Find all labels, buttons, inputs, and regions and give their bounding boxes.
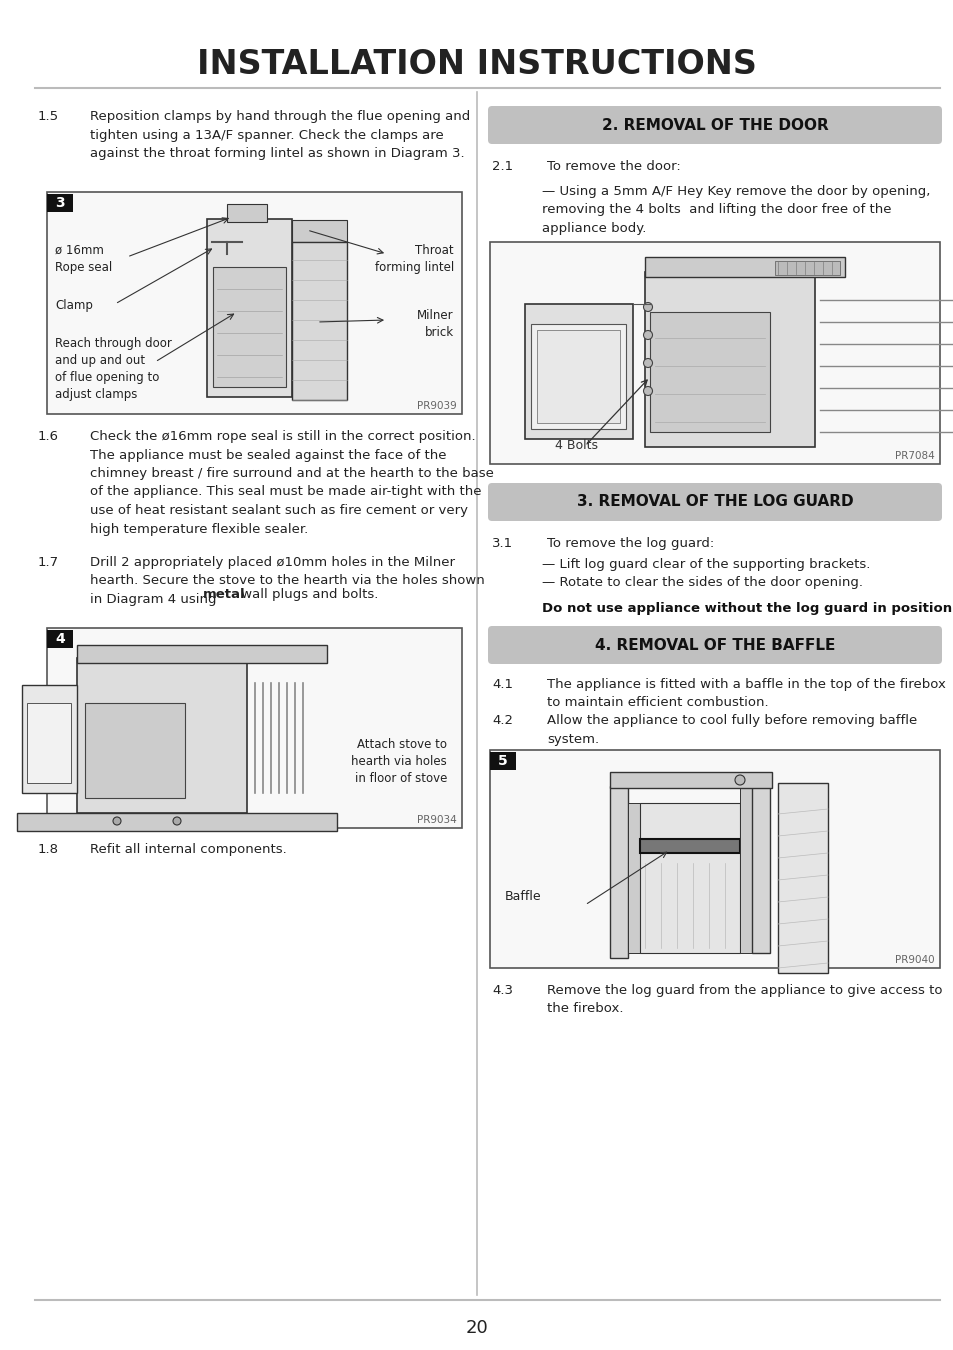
FancyBboxPatch shape — [488, 107, 941, 144]
Bar — [27, 703, 71, 783]
Text: Remove the log guard from the appliance to give access to
the firebox.: Remove the log guard from the appliance … — [546, 984, 942, 1015]
Bar — [47, 630, 73, 648]
Text: Allow the appliance to cool fully before removing baffle
system.: Allow the appliance to cool fully before… — [546, 714, 916, 745]
Bar — [774, 261, 840, 275]
Text: 20: 20 — [465, 1319, 488, 1336]
Text: PR7084: PR7084 — [894, 451, 934, 460]
Text: ø 16mm
Rope seal: ø 16mm Rope seal — [55, 244, 112, 274]
Bar — [47, 628, 461, 828]
Text: wall plugs and bolts.: wall plugs and bolts. — [236, 589, 378, 601]
Text: Drill 2 appropriately placed ø10mm holes in the Milner
hearth. Secure the stove : Drill 2 appropriately placed ø10mm holes… — [90, 556, 484, 606]
Bar — [490, 242, 939, 464]
Circle shape — [734, 775, 744, 784]
Bar — [213, 267, 286, 387]
Bar — [47, 192, 461, 414]
Bar — [77, 657, 247, 813]
Bar — [22, 684, 77, 792]
Text: Check the ø16mm rope seal is still in the correct position.
The appliance must b: Check the ø16mm rope seal is still in th… — [90, 431, 494, 536]
Text: PR9034: PR9034 — [416, 815, 456, 825]
Text: PR9039: PR9039 — [416, 401, 456, 410]
Circle shape — [112, 817, 121, 825]
Text: 3. REMOVAL OF THE LOG GUARD: 3. REMOVAL OF THE LOG GUARD — [576, 494, 852, 509]
Text: Reach through door
and up and out
of flue opening to
adjust clamps: Reach through door and up and out of flu… — [55, 338, 172, 401]
Bar — [609, 772, 771, 788]
Bar — [85, 703, 185, 798]
Bar — [490, 752, 516, 769]
Text: 4.1: 4.1 — [492, 678, 513, 691]
Text: 3: 3 — [55, 196, 65, 211]
Text: To remove the log guard:: To remove the log guard: — [546, 537, 714, 549]
Text: Attach stove to
hearth via holes
in floor of stove: Attach stove to hearth via holes in floo… — [351, 738, 447, 784]
FancyBboxPatch shape — [488, 626, 941, 664]
Circle shape — [643, 302, 652, 312]
Text: PR9040: PR9040 — [895, 954, 934, 965]
Bar — [639, 838, 740, 853]
Bar — [292, 242, 347, 400]
Text: To remove the door:: To remove the door: — [546, 161, 680, 173]
Bar — [751, 786, 769, 953]
Text: Do not use appliance without the log guard in position.: Do not use appliance without the log gua… — [541, 602, 953, 616]
Text: Milner
brick: Milner brick — [416, 309, 454, 339]
Bar — [292, 220, 347, 242]
Bar — [531, 324, 625, 429]
Text: 1.8: 1.8 — [38, 842, 59, 856]
Bar — [490, 751, 939, 968]
Bar — [644, 256, 844, 277]
Text: 4.2: 4.2 — [492, 714, 513, 728]
Bar — [524, 304, 633, 439]
Bar — [77, 645, 327, 663]
Text: 4. REMOVAL OF THE BAFFLE: 4. REMOVAL OF THE BAFFLE — [594, 637, 834, 652]
Bar — [537, 329, 619, 423]
Text: 5: 5 — [497, 755, 507, 768]
Text: Refit all internal components.: Refit all internal components. — [90, 842, 287, 856]
Text: 4 Bolts: 4 Bolts — [555, 439, 598, 452]
Text: Throat
forming lintel: Throat forming lintel — [375, 244, 454, 274]
Text: Baffle: Baffle — [504, 890, 541, 903]
Bar — [17, 813, 336, 832]
Text: Clamp: Clamp — [55, 298, 92, 312]
Text: metal: metal — [203, 589, 245, 601]
FancyBboxPatch shape — [488, 483, 941, 521]
Text: 4.3: 4.3 — [492, 984, 513, 998]
Bar — [227, 204, 267, 221]
Text: — Lift log guard clear of the supporting brackets.: — Lift log guard clear of the supporting… — [541, 558, 869, 571]
Text: — Using a 5mm A/F Hey Key remove the door by opening,
removing the 4 bolts  and : — Using a 5mm A/F Hey Key remove the doo… — [541, 185, 929, 235]
Circle shape — [643, 359, 652, 367]
Text: INSTALLATION INSTRUCTIONS: INSTALLATION INSTRUCTIONS — [197, 49, 756, 81]
Text: 1.7: 1.7 — [38, 556, 59, 568]
Text: 2.1: 2.1 — [492, 161, 513, 173]
Text: 1.5: 1.5 — [38, 109, 59, 123]
Bar — [609, 786, 627, 958]
Bar — [740, 786, 751, 953]
Circle shape — [643, 386, 652, 396]
Text: 2. REMOVAL OF THE DOOR: 2. REMOVAL OF THE DOOR — [601, 117, 827, 132]
Bar — [778, 783, 827, 973]
Circle shape — [643, 331, 652, 339]
Bar — [644, 271, 814, 447]
Circle shape — [172, 817, 181, 825]
Text: 1.6: 1.6 — [38, 431, 59, 443]
Bar — [207, 219, 292, 397]
Text: The appliance is fitted with a baffle in the top of the firebox
to maintain effi: The appliance is fitted with a baffle in… — [546, 678, 944, 710]
Text: 4: 4 — [55, 632, 65, 647]
Bar — [649, 312, 769, 432]
Text: Reposition clamps by hand through the flue opening and
tighten using a 13A/F spa: Reposition clamps by hand through the fl… — [90, 109, 470, 161]
Bar — [627, 803, 639, 953]
Text: 3.1: 3.1 — [492, 537, 513, 549]
Text: — Rotate to clear the sides of the door opening.: — Rotate to clear the sides of the door … — [541, 576, 862, 589]
Bar — [47, 194, 73, 212]
Bar — [639, 803, 740, 953]
